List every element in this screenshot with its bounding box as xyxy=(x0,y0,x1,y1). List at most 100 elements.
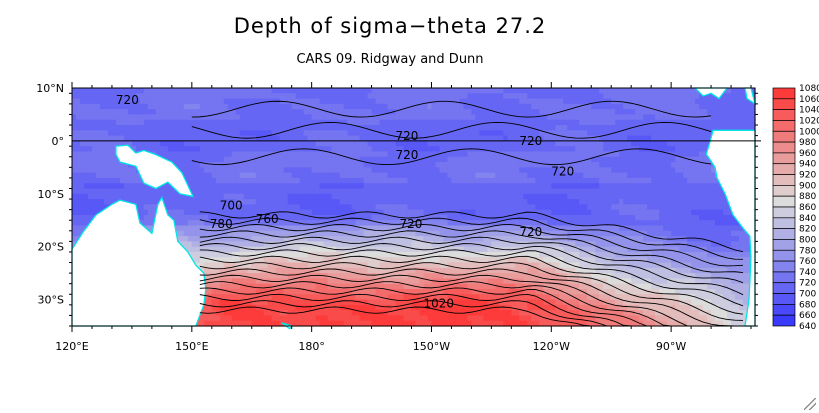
field-cell xyxy=(403,93,409,100)
field-cell xyxy=(255,151,261,158)
field-cell xyxy=(227,146,233,153)
field-cell xyxy=(135,183,141,190)
field-cell xyxy=(163,88,169,94)
field-cell xyxy=(391,130,397,137)
field-cell xyxy=(435,225,441,232)
field-cell xyxy=(371,119,377,126)
field-cell xyxy=(235,109,241,116)
field-cell xyxy=(475,177,481,184)
field-cell xyxy=(455,188,461,195)
field-cell xyxy=(399,156,405,163)
field-cell xyxy=(159,119,165,126)
field-cell xyxy=(131,172,137,179)
field-cell xyxy=(243,310,249,317)
field-cell xyxy=(475,288,481,295)
field-cell xyxy=(427,88,433,94)
field-cell xyxy=(431,220,437,227)
field-cell xyxy=(243,140,249,147)
field-cell xyxy=(427,315,433,322)
field-cell xyxy=(127,167,133,174)
field-cell xyxy=(351,204,357,211)
field-cell xyxy=(327,98,333,105)
field-cell xyxy=(335,294,341,301)
field-cell xyxy=(275,267,281,274)
field-cell xyxy=(179,241,185,248)
field-cell xyxy=(315,320,321,327)
field-cell xyxy=(107,199,113,205)
field-cell xyxy=(379,267,385,274)
field-cell xyxy=(387,135,393,142)
field-cell xyxy=(247,262,253,269)
field-cell xyxy=(203,236,209,242)
field-cell xyxy=(423,220,429,227)
field-cell xyxy=(511,225,516,232)
field-cell xyxy=(407,146,413,153)
field-cell xyxy=(227,214,233,221)
field-cell xyxy=(359,199,365,205)
field-cell xyxy=(79,204,85,211)
field-cell xyxy=(215,241,221,248)
field-cell xyxy=(479,299,484,306)
field-cell xyxy=(303,220,309,227)
field-cell xyxy=(403,88,409,94)
field-cell xyxy=(103,103,109,110)
field-cell xyxy=(363,188,369,195)
field-cell xyxy=(395,140,401,147)
field-cell xyxy=(263,262,269,269)
field-cell xyxy=(259,257,265,264)
field-cell xyxy=(367,230,373,237)
field-cell xyxy=(375,315,381,322)
field-cell xyxy=(495,246,500,253)
field-cell xyxy=(487,236,492,242)
field-cell xyxy=(347,130,353,137)
field-cell xyxy=(247,140,253,147)
field-cell xyxy=(127,88,133,94)
field-cell xyxy=(175,199,181,205)
field-cell xyxy=(247,278,253,285)
field-cell xyxy=(475,93,481,100)
field-cell xyxy=(343,135,349,142)
field-cell xyxy=(143,88,149,94)
field-cell xyxy=(355,230,361,237)
field-cell xyxy=(411,88,417,94)
field-cell xyxy=(291,199,297,205)
field-cell xyxy=(299,103,305,110)
field-cell xyxy=(295,283,301,290)
field-cell xyxy=(271,204,277,211)
field-cell xyxy=(283,177,289,184)
field-cell xyxy=(343,241,349,248)
field-cell xyxy=(483,135,488,142)
field-cell xyxy=(299,119,305,126)
field-cell xyxy=(299,140,305,147)
field-cell xyxy=(251,204,257,211)
field-cell xyxy=(379,204,385,211)
field-cell xyxy=(283,88,289,94)
field-cell xyxy=(491,135,496,142)
field-cell xyxy=(171,93,177,100)
field-cell xyxy=(339,230,345,237)
field-cell xyxy=(191,177,197,184)
field-cell xyxy=(427,257,433,264)
field-cell xyxy=(383,172,389,179)
field-cell xyxy=(511,172,516,179)
field-cell xyxy=(495,130,500,137)
field-cell xyxy=(195,114,201,121)
field-cell xyxy=(239,188,245,195)
field-cell xyxy=(131,188,137,195)
field-cell xyxy=(495,315,500,322)
field-cell xyxy=(231,246,237,253)
field-cell xyxy=(171,125,177,131)
field-cell xyxy=(375,135,381,142)
field-cell xyxy=(399,241,405,248)
field-cell xyxy=(463,114,469,121)
field-cell xyxy=(151,98,157,105)
field-cell xyxy=(75,156,81,163)
field-cell xyxy=(411,140,417,147)
field-cell xyxy=(267,220,273,227)
field-cell xyxy=(395,241,401,248)
field-cell xyxy=(483,151,488,158)
field-cell xyxy=(335,288,341,295)
field-cell xyxy=(287,267,293,274)
field-cell xyxy=(231,230,237,237)
field-cell xyxy=(391,246,397,253)
